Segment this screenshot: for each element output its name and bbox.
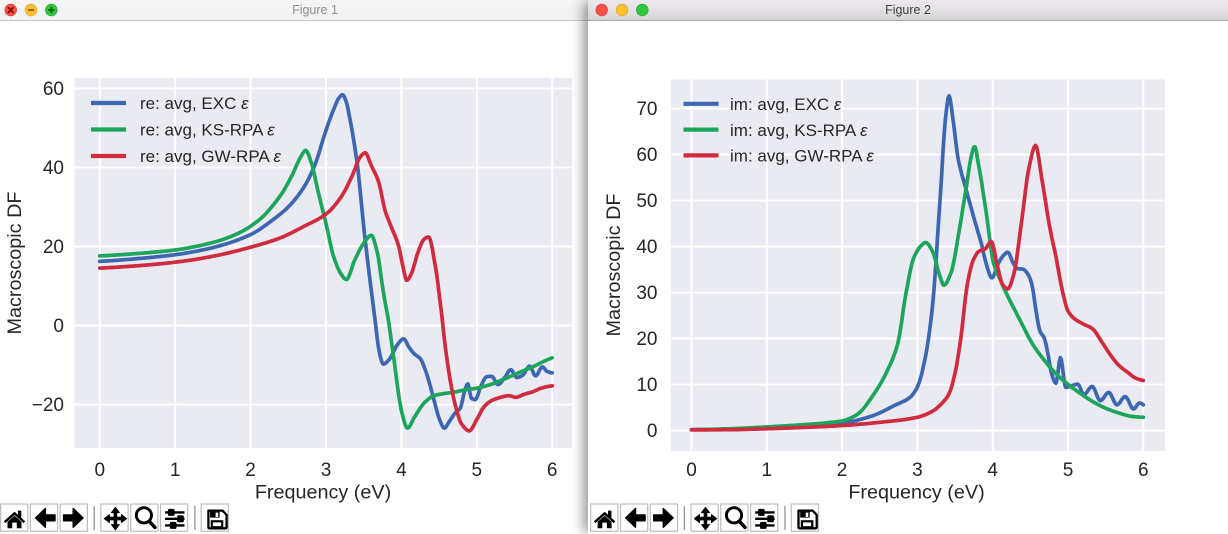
svg-text:im: avg, GW-RPA ε: im: avg, GW-RPA ε xyxy=(730,147,874,166)
svg-text:40: 40 xyxy=(636,237,657,258)
svg-text:4: 4 xyxy=(396,460,407,481)
svg-text:re: avg, GW-RPA ε: re: avg, GW-RPA ε xyxy=(140,147,282,166)
svg-text:60: 60 xyxy=(43,79,64,100)
svg-text:re: avg, EXC ε: re: avg, EXC ε xyxy=(140,94,249,113)
svg-text:10: 10 xyxy=(636,375,657,396)
svg-text:Frequency (eV): Frequency (eV) xyxy=(848,482,984,504)
svg-text:1: 1 xyxy=(762,460,773,481)
svg-text:6: 6 xyxy=(1138,460,1149,481)
svg-text:50: 50 xyxy=(636,191,657,212)
svg-text:2: 2 xyxy=(245,460,256,481)
svg-text:0: 0 xyxy=(647,421,658,442)
svg-text:70: 70 xyxy=(636,99,657,120)
svg-text:40: 40 xyxy=(43,158,64,179)
svg-text:2: 2 xyxy=(837,460,848,481)
svg-text:im: avg, KS-RPA ε: im: avg, KS-RPA ε xyxy=(730,121,868,140)
svg-text:0: 0 xyxy=(686,460,697,481)
svg-text:0: 0 xyxy=(95,460,106,481)
svg-text:4: 4 xyxy=(987,460,998,481)
svg-text:3: 3 xyxy=(321,460,332,481)
svg-text:1: 1 xyxy=(170,460,181,481)
svg-text:re: avg, KS-RPA ε: re: avg, KS-RPA ε xyxy=(140,121,275,140)
svg-text:0: 0 xyxy=(53,316,64,337)
svg-text:−20: −20 xyxy=(32,395,64,416)
svg-text:Macroscopic DF: Macroscopic DF xyxy=(4,192,26,335)
svg-text:6: 6 xyxy=(547,460,558,481)
svg-text:30: 30 xyxy=(636,283,657,304)
svg-text:Macroscopic DF: Macroscopic DF xyxy=(603,194,625,337)
svg-text:Frequency (eV): Frequency (eV) xyxy=(255,482,391,504)
svg-text:im: avg, EXC ε: im: avg, EXC ε xyxy=(730,95,842,114)
svg-text:60: 60 xyxy=(636,145,657,166)
svg-text:20: 20 xyxy=(43,237,64,258)
svg-text:5: 5 xyxy=(1063,460,1074,481)
svg-text:3: 3 xyxy=(912,460,923,481)
svg-text:20: 20 xyxy=(636,329,657,350)
svg-text:5: 5 xyxy=(472,460,483,481)
